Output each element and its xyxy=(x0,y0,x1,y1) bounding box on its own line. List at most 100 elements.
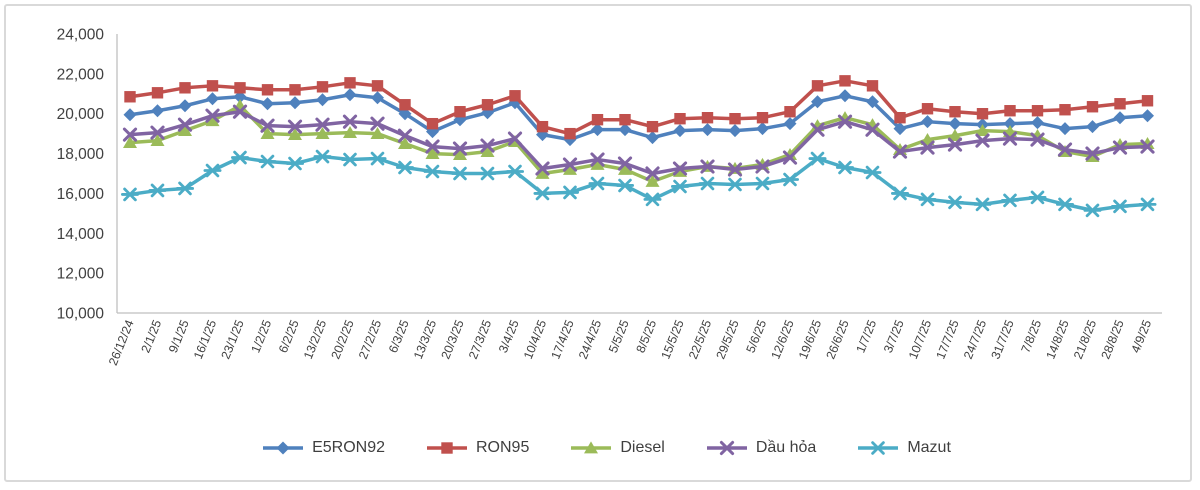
series-marker-Dầu hỏa xyxy=(1085,146,1100,161)
series-marker-Dầu hỏa xyxy=(260,118,275,133)
legend-item-E5RON92: E5RON92 xyxy=(261,439,385,457)
series-marker-E5RON92 xyxy=(756,122,769,136)
x-axis-label: 13/2/25 xyxy=(301,318,329,361)
series-marker-Dầu hỏa xyxy=(205,108,220,123)
series-marker-E5RON92 xyxy=(178,99,192,113)
series-marker-Mazut xyxy=(616,178,634,193)
series-marker-Mazut xyxy=(863,165,882,180)
series-marker-Dầu hỏa xyxy=(837,114,853,129)
chart-canvas: 10,000 12,000 14,000 16,000 18,000 20,000 22,0… xyxy=(57,27,1162,368)
series-marker-Dầu hỏa xyxy=(975,133,990,148)
series-marker-RON95 xyxy=(894,112,906,124)
series-marker-E5RON92 xyxy=(1113,111,1127,125)
series-marker-E5RON92 xyxy=(866,95,879,109)
x-axis-label: 6/3/25 xyxy=(386,318,412,355)
y-axis-label: 20,000 xyxy=(57,106,105,123)
x-axis-label: 8/5/25 xyxy=(633,318,659,355)
series-marker-Mazut xyxy=(726,177,744,192)
series-marker-RON95 xyxy=(1004,105,1016,117)
series-marker-Dầu hỏa xyxy=(507,131,523,146)
series-marker-E5RON92 xyxy=(151,104,164,118)
series-marker-Dầu hỏa xyxy=(892,144,908,159)
series-marker-E5RON92 xyxy=(1086,120,1099,134)
series-marker-Dầu hỏa xyxy=(342,114,358,129)
series-marker-Diesel xyxy=(563,162,577,175)
series-marker-Dầu hỏa xyxy=(920,140,935,155)
series-marker-Diesel xyxy=(178,124,192,137)
series-marker-E5RON92 xyxy=(948,117,962,131)
series-marker-Diesel xyxy=(150,134,165,147)
x-axis-label: 12/6/25 xyxy=(768,318,796,361)
series-marker-Dầu hỏa xyxy=(1112,140,1128,155)
series-marker-Mazut xyxy=(396,160,414,175)
series-marker-RON95 xyxy=(949,106,961,118)
legend-marker-RON95 xyxy=(441,442,453,454)
x-axis-label: 19/6/25 xyxy=(796,318,824,361)
series-marker-Dầu hỏa xyxy=(1030,132,1045,147)
series-marker-Diesel xyxy=(645,174,660,187)
series-marker-Dầu hỏa xyxy=(700,159,715,174)
series-marker-Mazut xyxy=(313,149,332,164)
series-marker-Mazut xyxy=(451,166,469,181)
series-marker-Dầu hỏa xyxy=(315,117,330,132)
series-marker-Diesel xyxy=(590,157,605,170)
series-marker-Diesel xyxy=(948,129,962,142)
series-marker-E5RON92 xyxy=(1141,109,1154,123)
series-marker-Mazut xyxy=(698,176,717,191)
y-axis-label: 16,000 xyxy=(57,186,105,203)
x-axis-label: 27/3/25 xyxy=(466,318,494,361)
series-marker-Dầu hỏa xyxy=(562,157,578,172)
x-axis-label: 24/4/25 xyxy=(576,318,604,361)
series-marker-E5RON92 xyxy=(591,123,604,137)
x-axis-label: 29/5/25 xyxy=(713,318,741,361)
series-marker-RON95 xyxy=(289,84,301,96)
series-marker-Dầu hỏa xyxy=(425,139,440,154)
legend-item-Diesel: Diesel xyxy=(569,439,665,457)
x-axis-label: 10/4/25 xyxy=(521,318,549,361)
series-marker-E5RON92 xyxy=(618,123,632,137)
legend-marker-icon-Diesel xyxy=(571,441,612,454)
series-marker-Mazut xyxy=(368,151,387,166)
series-marker-Diesel xyxy=(480,144,495,157)
series-marker-RON95 xyxy=(509,90,521,102)
series-marker-Diesel xyxy=(398,137,412,150)
series-marker-RON95 xyxy=(151,87,164,99)
legend-marker-icon-RON95 xyxy=(427,442,467,454)
series-marker-E5RON92 xyxy=(838,89,852,103)
series-marker-RON95 xyxy=(124,91,136,103)
y-axis-label: 24,000 xyxy=(57,27,105,44)
series-marker-E5RON92 xyxy=(288,96,302,110)
series-marker-Diesel xyxy=(315,127,330,140)
legend-label: Dầu hỏa xyxy=(755,439,817,456)
series-marker-RON95 xyxy=(316,81,329,93)
series-marker-Diesel xyxy=(260,127,275,140)
series-marker-E5RON92 xyxy=(811,95,824,109)
legend-item-Dầu hỏa: Dầu hỏa xyxy=(705,439,817,457)
series-marker-Mazut xyxy=(808,151,827,166)
series-marker-Diesel xyxy=(535,166,550,179)
series-marker-E5RON92 xyxy=(673,124,687,138)
series-marker-Dầu hỏa xyxy=(232,104,248,119)
series-marker-E5RON92 xyxy=(921,115,934,129)
series-marker-Mazut xyxy=(286,156,304,171)
x-axis-label: 17/4/25 xyxy=(548,318,576,361)
series-marker-RON95 xyxy=(921,103,934,115)
series-marker-RON95 xyxy=(481,99,494,111)
series-marker-Mazut xyxy=(753,176,772,191)
x-axis-label: 5/6/25 xyxy=(743,318,769,355)
series-marker-RON95 xyxy=(179,82,191,94)
x-axis-label: 6/2/25 xyxy=(276,318,302,355)
series-marker-E5RON92 xyxy=(893,122,907,136)
series-marker-Mazut xyxy=(891,186,909,201)
series-marker-RON95 xyxy=(701,112,714,124)
series-marker-Mazut xyxy=(836,160,854,175)
legend-label: Mazut xyxy=(907,439,951,456)
series-marker-Mazut xyxy=(1111,199,1129,214)
series-marker-E5RON92 xyxy=(261,97,274,111)
legend-label: E5RON92 xyxy=(312,439,385,456)
x-axis-label: 5/5/25 xyxy=(606,318,632,355)
x-axis-label: 3/7/25 xyxy=(881,318,907,355)
x-axis-label: 13/3/25 xyxy=(411,318,439,361)
x-axis-label: 23/1/25 xyxy=(218,318,246,361)
